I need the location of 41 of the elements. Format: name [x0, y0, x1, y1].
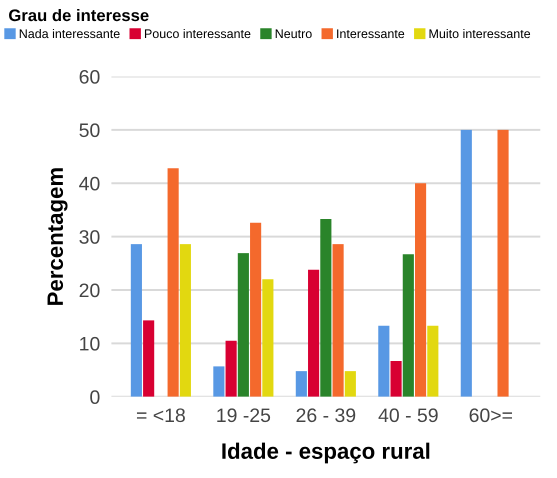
bar	[250, 222, 262, 397]
bar	[238, 253, 249, 397]
legend-label: Pouco interessante	[144, 28, 250, 38]
legend-label: Neutro	[276, 29, 312, 38]
bar	[143, 320, 154, 397]
bar	[378, 326, 390, 397]
bar	[320, 218, 332, 397]
bar	[344, 371, 356, 397]
bar	[130, 244, 142, 397]
legend-title: Grau de interesse	[9, 8, 149, 22]
bar	[308, 270, 320, 397]
bar	[296, 371, 307, 397]
x-axis-title: Idade - espaço rural	[222, 442, 430, 464]
legend-label: Muito interessante	[430, 28, 530, 38]
bar	[213, 366, 224, 397]
bar	[390, 360, 402, 397]
bar	[262, 279, 274, 397]
bar	[427, 326, 438, 397]
bar	[402, 254, 414, 397]
bar	[497, 130, 509, 397]
y-tick-label: 60	[80, 70, 100, 84]
x-tick-label: 19 -25	[217, 408, 270, 422]
y-tick-label: 50	[79, 123, 100, 138]
legend-label: Interessante	[337, 29, 404, 38]
y-axis-title: Percentagem	[48, 168, 68, 305]
y-tick-label: 30	[79, 230, 100, 244]
x-tick-label: 40 - 59	[378, 408, 438, 422]
x-tick-label: = <18	[136, 408, 185, 422]
bar	[180, 244, 191, 397]
y-tick-label: 40	[79, 176, 100, 190]
x-tick-label: 60>=	[470, 408, 512, 422]
bar	[460, 130, 472, 397]
bar	[332, 244, 344, 397]
y-tick-label: 10	[80, 336, 100, 351]
legend-label: Nada interessante	[20, 28, 120, 38]
bar	[168, 168, 179, 397]
x-tick-label: 26 - 39	[296, 408, 356, 422]
bar	[226, 340, 237, 397]
y-tick-label: 0	[90, 390, 100, 404]
bar	[415, 183, 426, 397]
y-tick-label: 20	[80, 283, 100, 298]
